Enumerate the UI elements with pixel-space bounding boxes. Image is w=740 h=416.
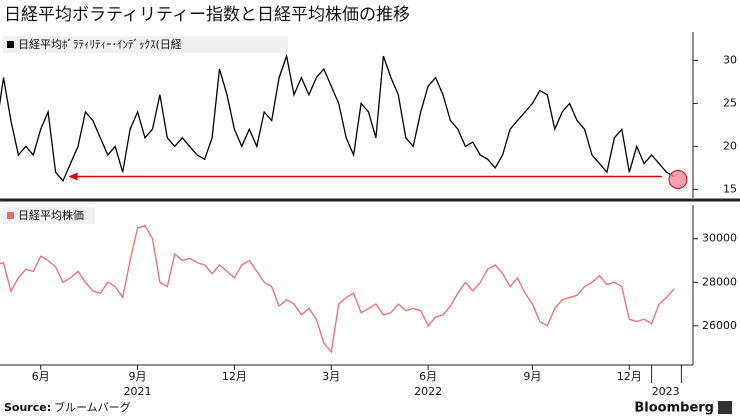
y-tick-label: 30000: [702, 232, 737, 245]
legend-label: 日経平均ﾎﾞﾗﾃｨﾘﾃｨｰ･ｲﾝﾃﾞｯｸｽ(日経: [18, 38, 182, 51]
legend-swatch: [7, 212, 14, 219]
brand-icon: [718, 401, 732, 414]
legend-box: [3, 207, 95, 224]
y-tick-label: 20: [723, 139, 737, 152]
x-year-label: 2023: [652, 385, 680, 398]
x-tick-label: 12月: [617, 370, 642, 383]
arrow-head: [68, 172, 78, 181]
series-line: [0, 224, 675, 354]
y-tick-label: 25: [723, 96, 737, 109]
y-tick-label: 26000: [702, 319, 737, 332]
series-line: [0, 53, 675, 183]
x-tick-label: 6月: [419, 370, 437, 383]
source-label: Source:: [4, 401, 51, 414]
y-tick-label: 15: [723, 182, 737, 195]
x-tick-label: 6月: [32, 370, 50, 383]
chart-title: 日経平均ボラティリティー指数と日経平均株価の推移: [4, 5, 410, 25]
legend-swatch: [7, 41, 14, 48]
x-year-label: 2021: [124, 385, 152, 398]
highlight-circle: [668, 169, 688, 189]
brand: Bloomberg: [634, 401, 714, 416]
legend-label: 日経平均株価: [18, 208, 84, 222]
x-tick-label: 9月: [523, 370, 541, 383]
legend-box: [3, 36, 288, 53]
x-year-label: 2022: [414, 385, 442, 398]
x-tick-label: 12月: [222, 370, 247, 383]
x-tick-label: 3月: [322, 370, 340, 383]
y-tick-label: 28000: [702, 275, 737, 288]
x-tick-label: 9月: [129, 370, 147, 383]
source: ブルームバーグ: [54, 400, 131, 414]
y-tick-label: 30: [723, 53, 737, 66]
